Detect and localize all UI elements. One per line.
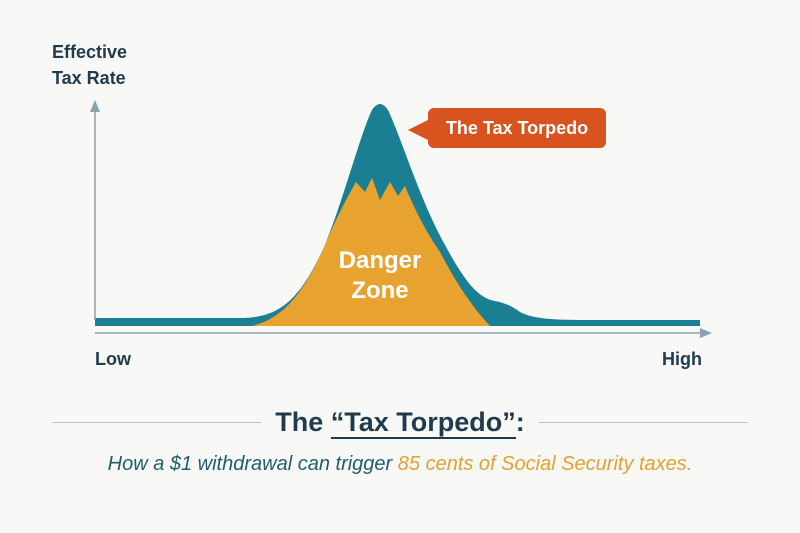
title-rule-right [538, 421, 748, 423]
title-quoted: “Tax Torpedo” [330, 406, 516, 439]
tax-torpedo-diagram: Effective Tax Rate Low High The Tax Torp… [52, 42, 712, 369]
y-axis-arrow [90, 100, 100, 112]
y-axis-label-line1: Effective [52, 42, 127, 62]
x-axis-arrow [700, 328, 712, 338]
callout-box [428, 108, 606, 148]
page-title: The “Tax Torpedo”: [275, 406, 525, 439]
title-row: The “Tax Torpedo”: [52, 402, 748, 442]
title-suffix: : [515, 406, 525, 437]
subtitle-highlight: 85 cents of Social Security taxes. [397, 453, 693, 475]
x-axis-low-label: Low [95, 349, 132, 369]
tax-torpedo-callout: The Tax Torpedo [408, 108, 606, 148]
callout-label: The Tax Torpedo [446, 118, 588, 138]
y-axis-label-line2: Tax Rate [52, 68, 126, 88]
title-prefix: The [275, 406, 331, 437]
x-axis-high-label: High [662, 349, 702, 369]
title-rule-left [52, 421, 262, 423]
danger-zone-area [252, 178, 490, 326]
danger-zone-label-line1: Danger [339, 247, 422, 274]
subtitle-text: How a $1 withdrawal can trigger [107, 453, 398, 475]
callout-pointer [408, 118, 432, 142]
subtitle: How a $1 withdrawal can trigger 85 cents… [0, 453, 800, 476]
danger-zone-label-line2: Zone [351, 277, 408, 304]
